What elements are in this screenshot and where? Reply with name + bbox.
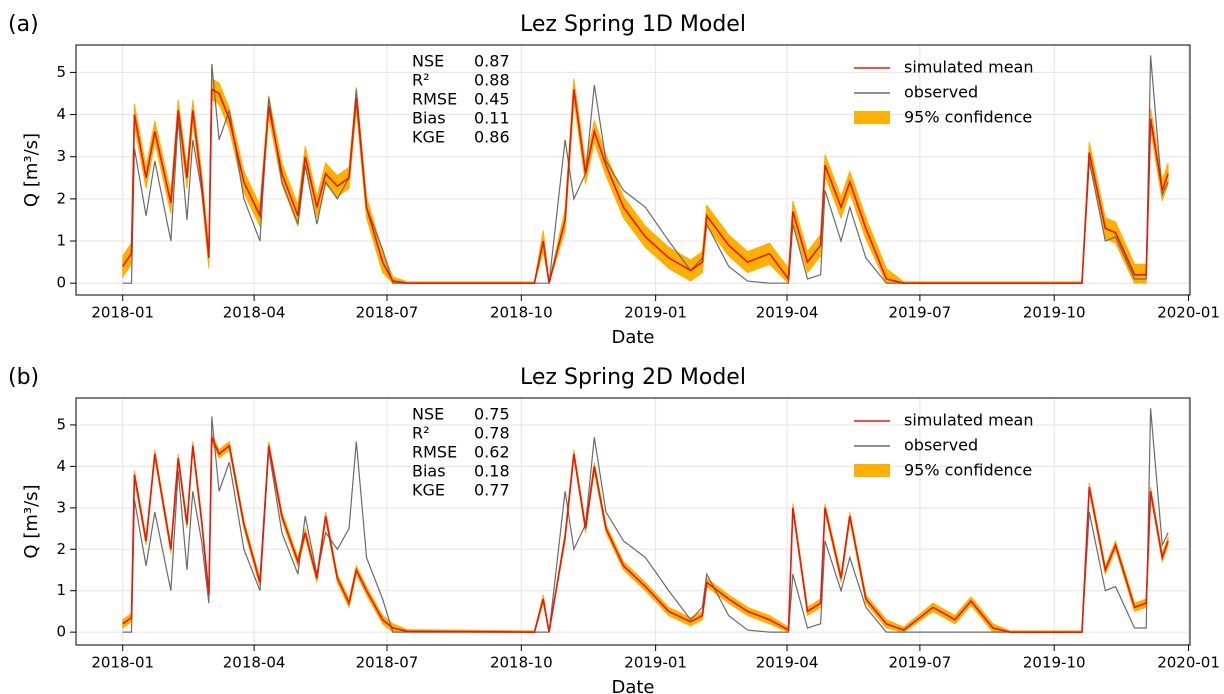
y-tick-label: 0 [56,623,66,641]
series-line [122,408,1169,633]
stat-value: 0.86 [474,128,510,147]
plot-area [122,408,1169,633]
x-tick-label: 2018-04 [223,654,286,672]
chart-title: Lez Spring 2D Model [520,365,746,390]
legend-swatch [854,111,890,124]
stat-label: Bias [412,109,446,128]
y-tick-label: 5 [56,63,66,81]
stat-value: 0.45 [474,90,510,109]
stat-value: 0.77 [474,481,510,500]
x-tick-label: 2020-01 [1157,304,1220,322]
axes-frame [75,397,1191,646]
x-tick-label: 2020-01 [1157,654,1220,672]
stat-value: 0.62 [474,443,510,462]
x-tick-label: 2018-01 [91,654,154,672]
stat-label: NSE [412,52,444,71]
x-tick-label: 2019-01 [624,654,687,672]
panel-label: (b) [8,365,39,390]
x-tick-label: 2019-10 [1023,304,1086,322]
stat-label: Bias [412,462,446,481]
y-tick-label: 2 [56,189,66,207]
stat-value: 0.18 [474,462,510,481]
y-axis-label: Q [m³/s] [21,484,42,558]
stat-value: 0.11 [474,109,510,128]
stat-label: RMSE [412,90,457,109]
series-line [122,55,1169,284]
legend-swatch [854,464,890,477]
y-tick-label: 1 [56,581,66,599]
chart-title: Lez Spring 1D Model [520,12,746,37]
y-tick-label: 3 [56,147,66,165]
stat-label: RMSE [412,443,457,462]
y-tick-label: 4 [56,457,66,475]
legend-label: 95% confidence [904,108,1032,127]
stat-value: 0.75 [474,405,510,424]
y-tick-label: 5 [56,415,66,433]
stat-label: NSE [412,405,444,424]
stat-label: R² [412,71,430,90]
x-axis-label: Date [611,677,654,694]
legend-label: observed [904,83,978,102]
y-tick-label: 1 [56,232,66,250]
x-tick-label: 2019-07 [889,654,952,672]
x-tick-label: 2018-01 [91,304,154,322]
plot-area [122,55,1169,285]
x-axis-label: Date [611,327,654,348]
legend-label: observed [904,436,978,455]
y-axis-label: Q [m³/s] [21,133,42,207]
series-line [122,87,1169,284]
legend-label: 95% confidence [904,461,1032,480]
stat-value: 0.78 [474,424,510,443]
series-line [122,437,1169,633]
y-tick-label: 2 [56,540,66,558]
panel-label: (a) [8,12,39,37]
legend-label: simulated mean [904,411,1034,430]
x-tick-label: 2018-04 [223,304,286,322]
x-tick-label: 2018-07 [356,654,419,672]
x-tick-label: 2018-10 [490,304,553,322]
x-tick-label: 2019-10 [1023,654,1086,672]
stat-value: 0.87 [474,52,510,71]
stat-label: KGE [412,481,445,500]
x-tick-label: 2019-04 [756,654,819,672]
y-tick-label: 4 [56,105,66,123]
legend-label: simulated mean [904,58,1034,77]
x-tick-label: 2019-01 [624,304,687,322]
stat-label: R² [412,424,430,443]
y-tick-label: 0 [56,274,66,292]
x-tick-label: 2018-10 [490,654,553,672]
x-tick-label: 2019-04 [756,304,819,322]
x-tick-label: 2018-07 [356,304,419,322]
confidence-band [122,433,1169,633]
axes-frame [75,44,1191,296]
stat-label: KGE [412,128,445,147]
x-tick-label: 2019-07 [889,304,952,322]
y-tick-label: 3 [56,498,66,516]
stat-value: 0.88 [474,71,510,90]
